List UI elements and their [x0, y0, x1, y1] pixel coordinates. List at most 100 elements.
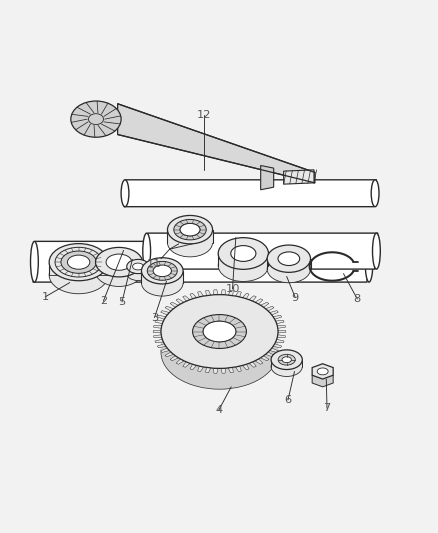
Polygon shape [277, 335, 285, 338]
Ellipse shape [142, 233, 150, 269]
Polygon shape [161, 332, 277, 352]
Ellipse shape [31, 241, 38, 282]
Ellipse shape [127, 260, 149, 273]
Ellipse shape [277, 252, 299, 265]
Ellipse shape [267, 245, 310, 272]
Ellipse shape [167, 215, 212, 244]
Polygon shape [197, 366, 203, 372]
Ellipse shape [167, 229, 212, 257]
Polygon shape [157, 344, 166, 348]
Polygon shape [254, 299, 262, 304]
Polygon shape [124, 180, 375, 207]
Ellipse shape [106, 254, 131, 270]
Polygon shape [205, 367, 210, 373]
Polygon shape [283, 170, 313, 184]
Ellipse shape [192, 314, 246, 349]
Ellipse shape [88, 114, 103, 125]
Polygon shape [160, 348, 169, 352]
Ellipse shape [371, 180, 378, 207]
Ellipse shape [180, 223, 199, 236]
Ellipse shape [270, 350, 302, 369]
Polygon shape [165, 306, 173, 311]
Polygon shape [272, 344, 281, 348]
Polygon shape [182, 296, 190, 301]
Polygon shape [277, 325, 285, 328]
Polygon shape [167, 230, 212, 243]
Ellipse shape [71, 101, 121, 137]
Ellipse shape [55, 247, 102, 277]
Ellipse shape [132, 263, 143, 270]
Ellipse shape [203, 321, 235, 342]
Ellipse shape [267, 255, 310, 282]
Polygon shape [228, 290, 233, 296]
Polygon shape [311, 372, 332, 387]
Polygon shape [190, 364, 196, 370]
Ellipse shape [372, 233, 379, 269]
Polygon shape [248, 362, 256, 367]
Text: 6: 6 [284, 395, 291, 405]
Polygon shape [275, 320, 283, 324]
Ellipse shape [121, 180, 129, 207]
Ellipse shape [180, 223, 199, 236]
Ellipse shape [89, 106, 102, 115]
Text: 11: 11 [146, 260, 160, 269]
Polygon shape [49, 262, 108, 275]
Polygon shape [157, 316, 166, 319]
Ellipse shape [49, 244, 108, 281]
Polygon shape [165, 352, 173, 357]
Polygon shape [269, 311, 278, 315]
Polygon shape [197, 292, 203, 297]
Polygon shape [218, 254, 268, 265]
Polygon shape [213, 368, 218, 373]
Text: 8: 8 [353, 294, 360, 304]
Polygon shape [242, 293, 248, 299]
Polygon shape [155, 340, 163, 343]
Ellipse shape [218, 250, 268, 281]
Polygon shape [176, 359, 184, 364]
Polygon shape [260, 166, 273, 190]
Polygon shape [235, 292, 241, 297]
Text: 3: 3 [151, 313, 158, 322]
Ellipse shape [95, 257, 142, 286]
Polygon shape [260, 302, 268, 308]
Ellipse shape [161, 316, 277, 389]
Polygon shape [153, 335, 161, 338]
Polygon shape [311, 364, 332, 379]
Ellipse shape [317, 368, 327, 375]
Polygon shape [213, 290, 218, 295]
Polygon shape [170, 356, 178, 361]
Text: 2: 2 [99, 296, 107, 306]
Ellipse shape [203, 321, 235, 342]
Text: 4: 4 [215, 406, 222, 415]
Polygon shape [153, 330, 161, 333]
Ellipse shape [147, 261, 177, 280]
Ellipse shape [281, 357, 291, 362]
Ellipse shape [49, 256, 108, 294]
Polygon shape [269, 348, 278, 352]
Ellipse shape [173, 220, 206, 240]
Polygon shape [260, 356, 268, 361]
Ellipse shape [141, 258, 183, 284]
Ellipse shape [61, 251, 96, 273]
Polygon shape [117, 104, 314, 183]
Ellipse shape [67, 255, 90, 269]
Polygon shape [160, 311, 169, 315]
Polygon shape [242, 364, 248, 370]
Polygon shape [170, 302, 178, 308]
Text: 1: 1 [42, 292, 49, 302]
Polygon shape [33, 241, 371, 282]
Polygon shape [267, 259, 310, 269]
Polygon shape [254, 359, 262, 364]
Ellipse shape [95, 247, 142, 277]
Text: 5: 5 [118, 297, 125, 307]
Polygon shape [127, 266, 149, 273]
Text: 10: 10 [225, 284, 239, 294]
Ellipse shape [153, 265, 171, 277]
Polygon shape [270, 360, 302, 367]
Ellipse shape [161, 295, 277, 368]
Polygon shape [95, 262, 142, 272]
Text: 7: 7 [323, 403, 330, 413]
Polygon shape [145, 233, 377, 269]
Polygon shape [275, 340, 283, 343]
Ellipse shape [270, 357, 302, 376]
